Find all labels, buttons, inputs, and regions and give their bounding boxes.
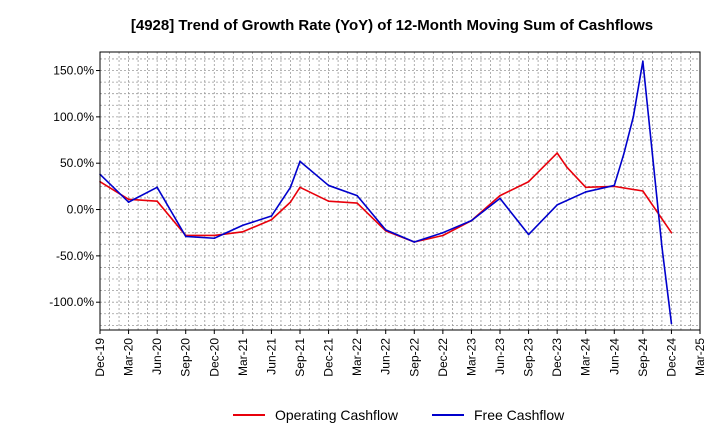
x-tick-label: Sep-22 <box>407 338 421 377</box>
data-point <box>584 186 587 189</box>
legend-label: Free Cashflow <box>474 407 565 423</box>
data-point <box>242 230 244 233</box>
data-point <box>213 237 216 240</box>
x-tick-label: Sep-20 <box>179 338 193 377</box>
data-point <box>670 231 673 234</box>
data-point <box>642 60 644 63</box>
legend: Operating Cashflow Free Cashflow <box>233 407 565 423</box>
data-point <box>242 224 244 227</box>
y-tick-label: 50.0% <box>60 156 94 170</box>
plot-area-frame <box>99 51 701 331</box>
data-point <box>289 201 292 203</box>
data-point <box>499 194 501 197</box>
x-tick-label: Mar-22 <box>350 338 364 376</box>
x-axis: Dec-19 Mar-20 Jun-20 Sep-20 Dec-20 Mar-21 Jun-… <box>93 330 707 377</box>
data-point <box>584 191 587 193</box>
x-tick-label: Sep-21 <box>293 338 307 377</box>
x-tick-label: Dec-24 <box>664 338 678 377</box>
data-point <box>499 197 501 200</box>
x-tick-label: Jun-20 <box>150 338 164 375</box>
data-point <box>270 218 273 221</box>
x-tick-label: Dec-22 <box>436 338 450 377</box>
x-tick-label: Jun-23 <box>493 338 507 375</box>
y-tick-label: 150.0% <box>53 64 94 78</box>
x-tick-label: Dec-21 <box>322 338 336 377</box>
x-tick-label: Sep-23 <box>522 338 536 377</box>
x-tick-label: Dec-19 <box>93 338 107 377</box>
x-tick-label: Jun-22 <box>379 338 393 375</box>
data-point <box>213 234 216 237</box>
series-line-free-cashflow <box>99 60 673 324</box>
data-point <box>556 204 558 206</box>
y-tick-label: -100.0% <box>49 295 94 309</box>
data-point <box>299 160 301 163</box>
data-point <box>184 235 187 238</box>
x-tick-label: Mar-25 <box>693 338 707 376</box>
data-point <box>527 180 530 183</box>
y-tick-label: 0.0% <box>67 203 95 217</box>
data-point <box>156 200 158 202</box>
data-point <box>327 184 330 187</box>
x-tick-label: Dec-20 <box>207 338 221 377</box>
data-point <box>642 190 644 192</box>
chart-title: [4928] Trend of Growth Rate (YoY) of 12-… <box>131 17 653 34</box>
data-point <box>442 234 444 237</box>
data-point <box>651 153 654 155</box>
x-tick-label: Mar-24 <box>579 338 593 376</box>
data-point <box>127 198 130 201</box>
y-tick-label: 100.0% <box>53 110 94 124</box>
series-lines <box>99 60 673 325</box>
data-point <box>470 219 473 222</box>
x-tick-label: Jun-21 <box>264 338 278 375</box>
y-axis: 150.0% 100.0% 50.0% 0.0% -50.0% -100.0% <box>49 64 100 309</box>
y-tick-label: -50.0% <box>56 249 94 263</box>
data-point <box>632 116 635 118</box>
data-point <box>661 245 663 248</box>
x-tick-label: Jun-24 <box>607 338 621 375</box>
data-point <box>327 200 330 202</box>
data-point <box>623 153 625 155</box>
data-point <box>613 184 616 187</box>
x-tick-label: Mar-23 <box>464 338 478 376</box>
data-point <box>270 215 273 217</box>
data-point <box>384 229 387 231</box>
data-point <box>156 186 158 189</box>
data-point <box>670 322 673 325</box>
x-tick-label: Mar-21 <box>236 338 250 376</box>
data-point <box>289 186 292 189</box>
data-point <box>127 201 130 203</box>
legend-label: Operating Cashflow <box>275 407 399 423</box>
data-point <box>356 202 358 204</box>
data-point <box>565 166 568 168</box>
x-tick-label: Sep-24 <box>636 338 650 377</box>
x-tick-label: Mar-20 <box>122 338 136 376</box>
data-point <box>442 231 444 234</box>
data-point <box>556 152 558 154</box>
data-point <box>299 186 301 189</box>
data-point <box>413 241 416 243</box>
x-tick-label: Dec-23 <box>550 338 564 377</box>
grid <box>99 52 701 330</box>
data-point <box>527 233 530 236</box>
data-point <box>356 194 358 197</box>
